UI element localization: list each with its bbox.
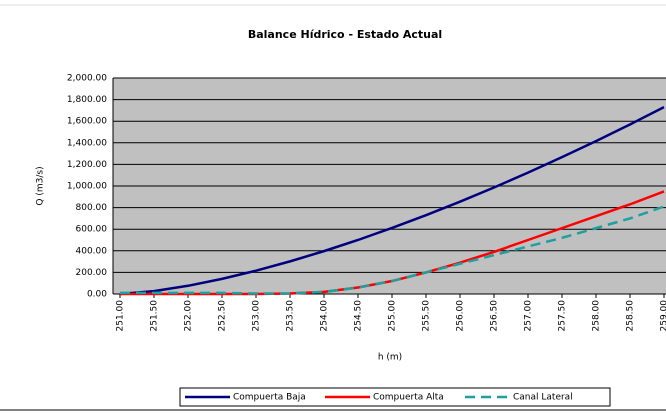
y-tick-label: 1,400.00 (67, 138, 107, 148)
y-tick-label: 1,200.00 (67, 160, 107, 170)
y-tick-label: 800.00 (76, 203, 108, 213)
y-tick-label: 200.00 (76, 268, 108, 278)
x-tick-label: 254.50 (354, 300, 364, 332)
x-tick-label: 259.00 (660, 300, 666, 332)
legend-label: Compuerta Baja (233, 393, 306, 403)
x-tick-label: 257.00 (524, 300, 534, 332)
y-tick-label: 0.00 (87, 290, 107, 300)
x-tick-label: 254.00 (320, 300, 330, 332)
chart-title: Balance Hídrico - Estado Actual (248, 28, 442, 41)
x-tick-label: 251.50 (150, 300, 160, 332)
x-tick-label: 252.00 (184, 300, 194, 332)
y-tick-label: 400.00 (76, 246, 108, 256)
x-tick-label: 256.50 (490, 300, 500, 332)
x-tick-label: 252.50 (218, 300, 228, 332)
x-tick-label: 253.50 (286, 300, 296, 332)
y-tick-label: 1,000.00 (67, 182, 107, 192)
series-line (120, 205, 665, 295)
legend (179, 387, 611, 407)
y-tick-label: 1,800.00 (67, 95, 107, 105)
y-tick-label: 1,600.00 (67, 117, 107, 127)
series-line (119, 106, 665, 296)
y-axis-title: Q (m3/s) (36, 166, 46, 205)
x-tick-label: 257.50 (558, 300, 568, 332)
x-tick-label: 258.50 (626, 300, 636, 332)
legend-label: Compuerta Alta (373, 393, 444, 403)
x-tick-label: 253.00 (252, 300, 262, 332)
y-tick-label: 2,000.00 (67, 74, 107, 84)
x-tick-label: 255.50 (422, 300, 432, 332)
x-tick-label: 255.00 (388, 300, 398, 332)
legend-label: Canal Lateral (513, 393, 573, 403)
x-tick-label: 258.00 (592, 300, 602, 332)
x-axis-title: h (m) (378, 353, 402, 363)
x-tick-label: 251.00 (116, 300, 126, 332)
y-tick-label: 600.00 (76, 225, 108, 235)
x-tick-label: 256.00 (456, 300, 466, 332)
